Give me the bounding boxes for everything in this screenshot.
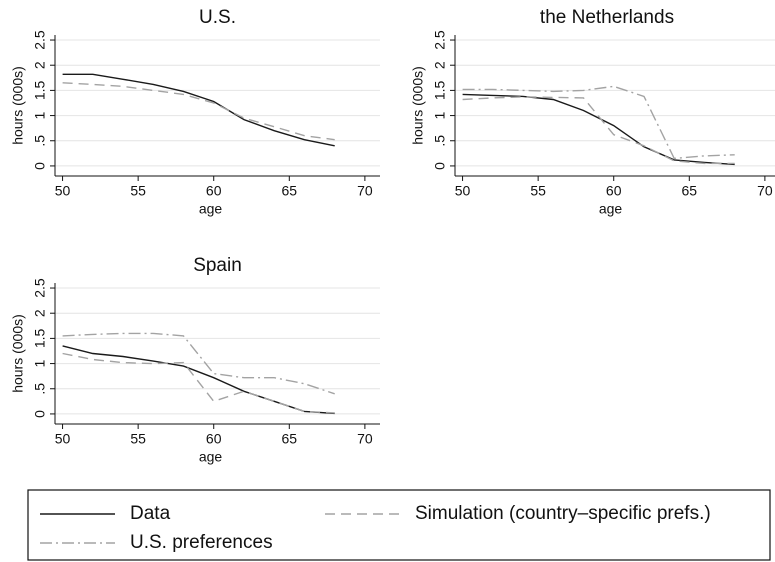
x-tick-label: 50 [455,183,471,199]
chart-title: Spain [193,255,242,276]
x-tick-label: 70 [357,183,373,199]
y-tick-label: 1.5 [32,328,48,348]
y-axis-label: hours (000s) [10,314,26,393]
x-tick-label: 60 [206,183,222,199]
series-line [462,85,735,160]
legend-label: Data [130,503,171,524]
series-line [462,96,735,165]
y-tick-label: .5 [32,383,48,395]
x-tick-label: 60 [206,431,222,447]
x-tick-label: 55 [130,431,146,447]
y-tick-label: 1 [32,359,48,367]
y-tick-label: 2 [32,61,48,69]
x-tick-label: 65 [282,431,298,447]
x-tick-label: 60 [606,183,622,199]
y-tick-label: .5 [432,135,448,147]
series-line [62,73,335,147]
y-tick-label: 0 [32,410,48,418]
x-tick-label: 55 [130,183,146,199]
x-tick-label: 50 [55,431,71,447]
y-tick-label: 1 [432,111,448,119]
x-tick-label: 55 [530,183,546,199]
x-tick-label: 70 [357,431,373,447]
x-tick-label: 65 [282,183,298,199]
x-axis-label: age [199,449,223,465]
y-tick-label: 0 [432,162,448,170]
legend-label: U.S. preferences [130,532,273,553]
y-tick-label: 2 [32,309,48,317]
series-line [62,345,335,415]
x-tick-label: 50 [55,183,71,199]
y-tick-label: 1.5 [32,80,48,100]
legend-box [27,489,771,561]
series-line [462,93,735,166]
y-tick-label: 0 [32,162,48,170]
y-tick-label: 2.5 [32,30,48,50]
series-line [62,82,335,141]
x-tick-label: 65 [682,183,698,199]
y-tick-label: 2.5 [32,278,48,298]
legend-label: Simulation (country–specific prefs.) [415,503,711,524]
y-axis-label: hours (000s) [10,66,26,145]
x-axis-label: age [599,201,623,217]
y-tick-label: 1 [32,111,48,119]
series-line [62,332,335,395]
y-tick-label: 2 [432,61,448,69]
y-tick-label: .5 [32,135,48,147]
y-tick-label: 2.5 [432,30,448,50]
chart-title: U.S. [199,7,236,28]
x-tick-label: 70 [757,183,773,199]
series-line [62,352,335,414]
y-tick-label: 1.5 [432,80,448,100]
chart-title: the Netherlands [540,7,674,28]
x-axis-label: age [199,201,223,217]
y-axis-label: hours (000s) [410,66,426,145]
